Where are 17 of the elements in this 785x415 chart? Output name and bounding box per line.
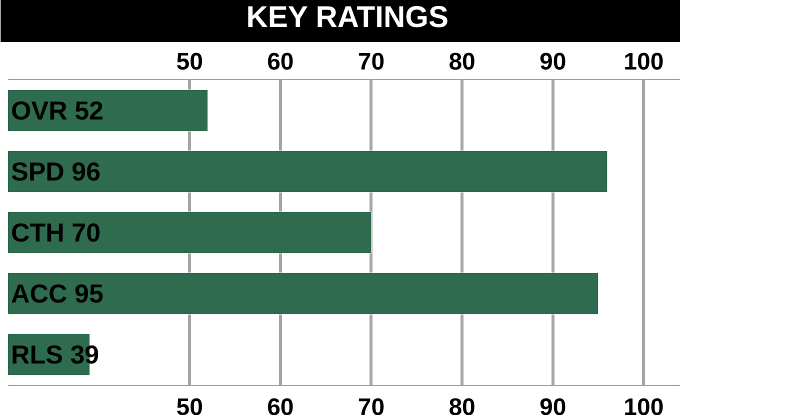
- x-tick-label: 90: [540, 48, 566, 76]
- x2-tick-label: 100: [624, 394, 664, 415]
- x2-tick-label: 50: [176, 394, 203, 415]
- chart-title: KEY RATINGS: [246, 1, 448, 34]
- y-tick-label: CTH 70: [11, 218, 101, 248]
- x-tick-label: 50: [176, 48, 203, 76]
- x-tick-label: 60: [267, 48, 294, 76]
- x2-tick-label: 60: [267, 394, 294, 415]
- x-tick-label: 80: [448, 48, 476, 76]
- x2-tick-label: 70: [358, 394, 385, 415]
- y-tick-label: OVR 52: [11, 96, 104, 126]
- y-tick-label: ACC 95: [11, 278, 104, 309]
- x2-tick-label: 80: [448, 394, 476, 415]
- x-tick-label: 70: [358, 48, 385, 76]
- y-tick-label: SPD 96: [11, 156, 101, 187]
- x2-tick-label: 90: [540, 394, 566, 415]
- x-tick-label: 100: [624, 48, 664, 76]
